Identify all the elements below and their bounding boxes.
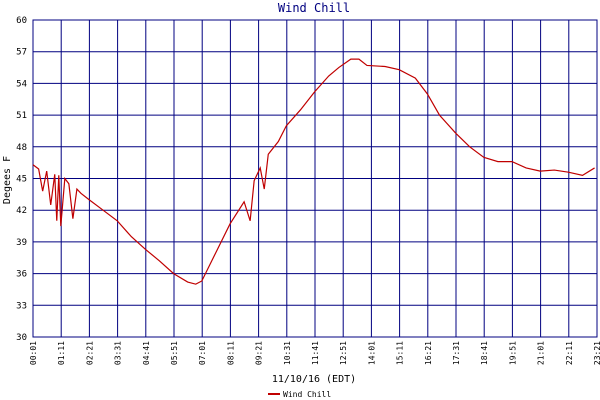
x-tick-label: 16:21 xyxy=(424,341,433,365)
y-tick-label: 36 xyxy=(16,270,27,280)
x-tick-label: 02:21 xyxy=(85,341,94,365)
y-tick-label: 42 xyxy=(16,206,27,216)
y-axis-label: Degees F xyxy=(2,156,13,204)
y-tick-label: 39 xyxy=(16,238,27,248)
x-tick-label: 03:31 xyxy=(114,341,123,365)
y-tick-label: 57 xyxy=(16,48,27,58)
x-tick-label: 12:51 xyxy=(339,341,348,365)
y-tick-label: 54 xyxy=(16,79,27,89)
y-tick-label: 45 xyxy=(16,175,27,185)
x-tick-label: 17:31 xyxy=(452,341,461,365)
x-tick-label: 05:51 xyxy=(170,341,179,365)
x-tick-label: 15:11 xyxy=(396,341,405,365)
y-tick-label: 60 xyxy=(16,16,27,26)
x-tick-label: 23:21 xyxy=(593,341,600,365)
x-tick-label: 11:41 xyxy=(311,341,320,365)
x-tick-label: 21:01 xyxy=(537,341,546,365)
x-tick-label: 00:01 xyxy=(29,341,38,365)
chart-title: Wind Chill xyxy=(278,1,350,15)
x-tick-label: 22:11 xyxy=(565,341,574,365)
x-axis-label: 11/10/16 (EDT) xyxy=(272,374,356,385)
x-tick-label: 19:51 xyxy=(508,341,517,365)
y-tick-label: 48 xyxy=(16,143,27,153)
legend-label: Wind Chill xyxy=(283,390,331,399)
x-tick-label: 08:11 xyxy=(226,341,235,365)
x-tick-label: 01:11 xyxy=(57,341,66,365)
x-tick-label: 07:01 xyxy=(198,341,207,365)
line xyxy=(32,58,595,285)
x-tick-label: 09:21 xyxy=(255,341,264,365)
x-tick-label: 04:41 xyxy=(142,341,151,365)
y-tick-label: 33 xyxy=(16,301,27,311)
y-tick-label: 51 xyxy=(16,111,27,121)
y-tick-label: 30 xyxy=(16,333,27,343)
x-tick-label: 14:01 xyxy=(367,341,376,365)
x-tick-label: 18:41 xyxy=(480,341,489,365)
x-tick-label: 10:31 xyxy=(283,341,292,365)
